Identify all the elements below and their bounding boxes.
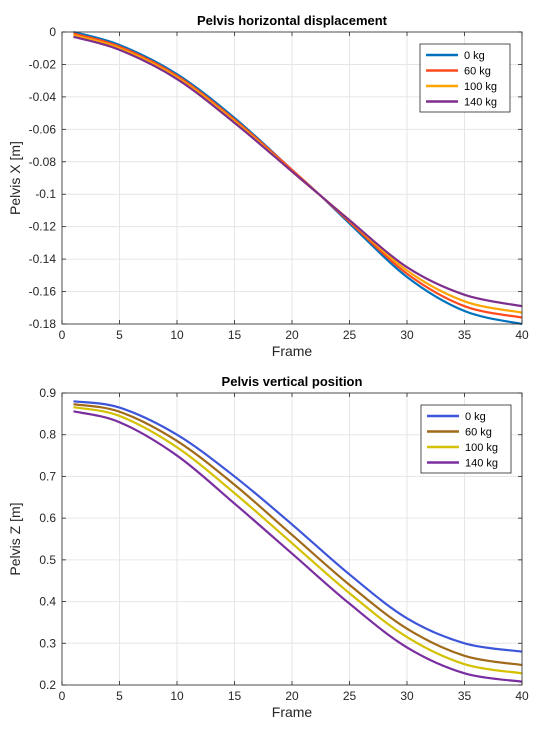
- legend-label-3: 100 kg: [464, 81, 497, 93]
- series-line-4: [73, 35, 523, 308]
- series-line-2: [73, 403, 523, 667]
- x-tick-label: 10: [170, 328, 184, 342]
- legend-label-1: 0 kg: [465, 411, 486, 423]
- y-axis-label: Pelvis Z [m]: [7, 502, 23, 575]
- x-tick-label: 35: [458, 689, 472, 703]
- legend-label-2: 60 kg: [464, 66, 491, 78]
- x-tick-label: 40: [515, 328, 529, 342]
- legend-label-1: 0 kg: [464, 50, 485, 62]
- y-tick-label: 0.5: [39, 553, 56, 567]
- y-tick-label: 0.2: [39, 678, 56, 692]
- legend-label-2: 60 kg: [465, 427, 492, 439]
- y-tick-label: -0.18: [29, 317, 57, 331]
- y-tick-label: 0.4: [39, 595, 56, 609]
- legend-label-4: 140 kg: [464, 97, 497, 109]
- x-axis-label: Frame: [272, 343, 313, 359]
- series-line-3: [73, 406, 523, 675]
- x-tick-label: 30: [400, 689, 414, 703]
- chart-title: Pelvis vertical position: [222, 374, 363, 389]
- y-tick-label: -0.04: [29, 90, 57, 104]
- y-tick-label: -0.08: [29, 155, 57, 169]
- x-tick-label: 5: [116, 328, 123, 342]
- y-tick-label: 0.8: [39, 428, 56, 442]
- y-tick-label: -0.06: [29, 122, 57, 136]
- x-tick-label: 10: [170, 689, 184, 703]
- x-tick-label: 25: [343, 689, 357, 703]
- legend-label-3: 100 kg: [465, 442, 498, 454]
- chart-title: Pelvis horizontal displacement: [197, 13, 388, 28]
- y-tick-label: 0: [49, 25, 56, 39]
- legend: 0 kg 60 kg 100 kg 140 kg: [420, 404, 512, 474]
- x-tick-label: 40: [515, 689, 529, 703]
- x-tick-label: 15: [228, 689, 242, 703]
- legend: 0 kg 60 kg 100 kg 140 kg: [419, 43, 511, 113]
- y-tick-label: -0.1: [35, 187, 56, 201]
- x-tick-label: 15: [228, 328, 242, 342]
- chart-1: 0 5 10 15 20 25 30 35 40 0 -0.02 -0.04 -0.06 -0.08 -0.…: [7, 13, 529, 359]
- chart-2: 0 5 10 15 20 25 30 35 40 0.2 0.3 0.4 0.5 0.6 0.7 0.8 0.9…: [7, 374, 529, 720]
- y-tick-label: 0.6: [39, 511, 56, 525]
- y-tick-label: 0.7: [39, 469, 56, 483]
- x-tick-label: 20: [285, 328, 299, 342]
- series-line-4: [73, 410, 523, 683]
- y-tick-label: 0.3: [39, 636, 56, 650]
- x-tick-label: 0: [59, 328, 66, 342]
- y-tick-label: -0.14: [29, 252, 57, 266]
- y-axis-label: Pelvis X [m]: [7, 141, 23, 215]
- x-tick-label: 20: [285, 689, 299, 703]
- series-line-1: [73, 400, 523, 653]
- y-tick-label: -0.12: [29, 220, 57, 234]
- legend-label-4: 140 kg: [465, 458, 498, 470]
- y-tick-label: -0.16: [29, 285, 57, 299]
- y-tick-label: 0.9: [39, 386, 56, 400]
- y-tick-label: -0.02: [29, 57, 57, 71]
- x-tick-label: 0: [59, 689, 66, 703]
- x-axis-label: Frame: [272, 704, 313, 720]
- x-tick-label: 35: [458, 328, 472, 342]
- x-tick-label: 5: [116, 689, 123, 703]
- x-tick-label: 30: [400, 328, 414, 342]
- x-tick-label: 25: [343, 328, 357, 342]
